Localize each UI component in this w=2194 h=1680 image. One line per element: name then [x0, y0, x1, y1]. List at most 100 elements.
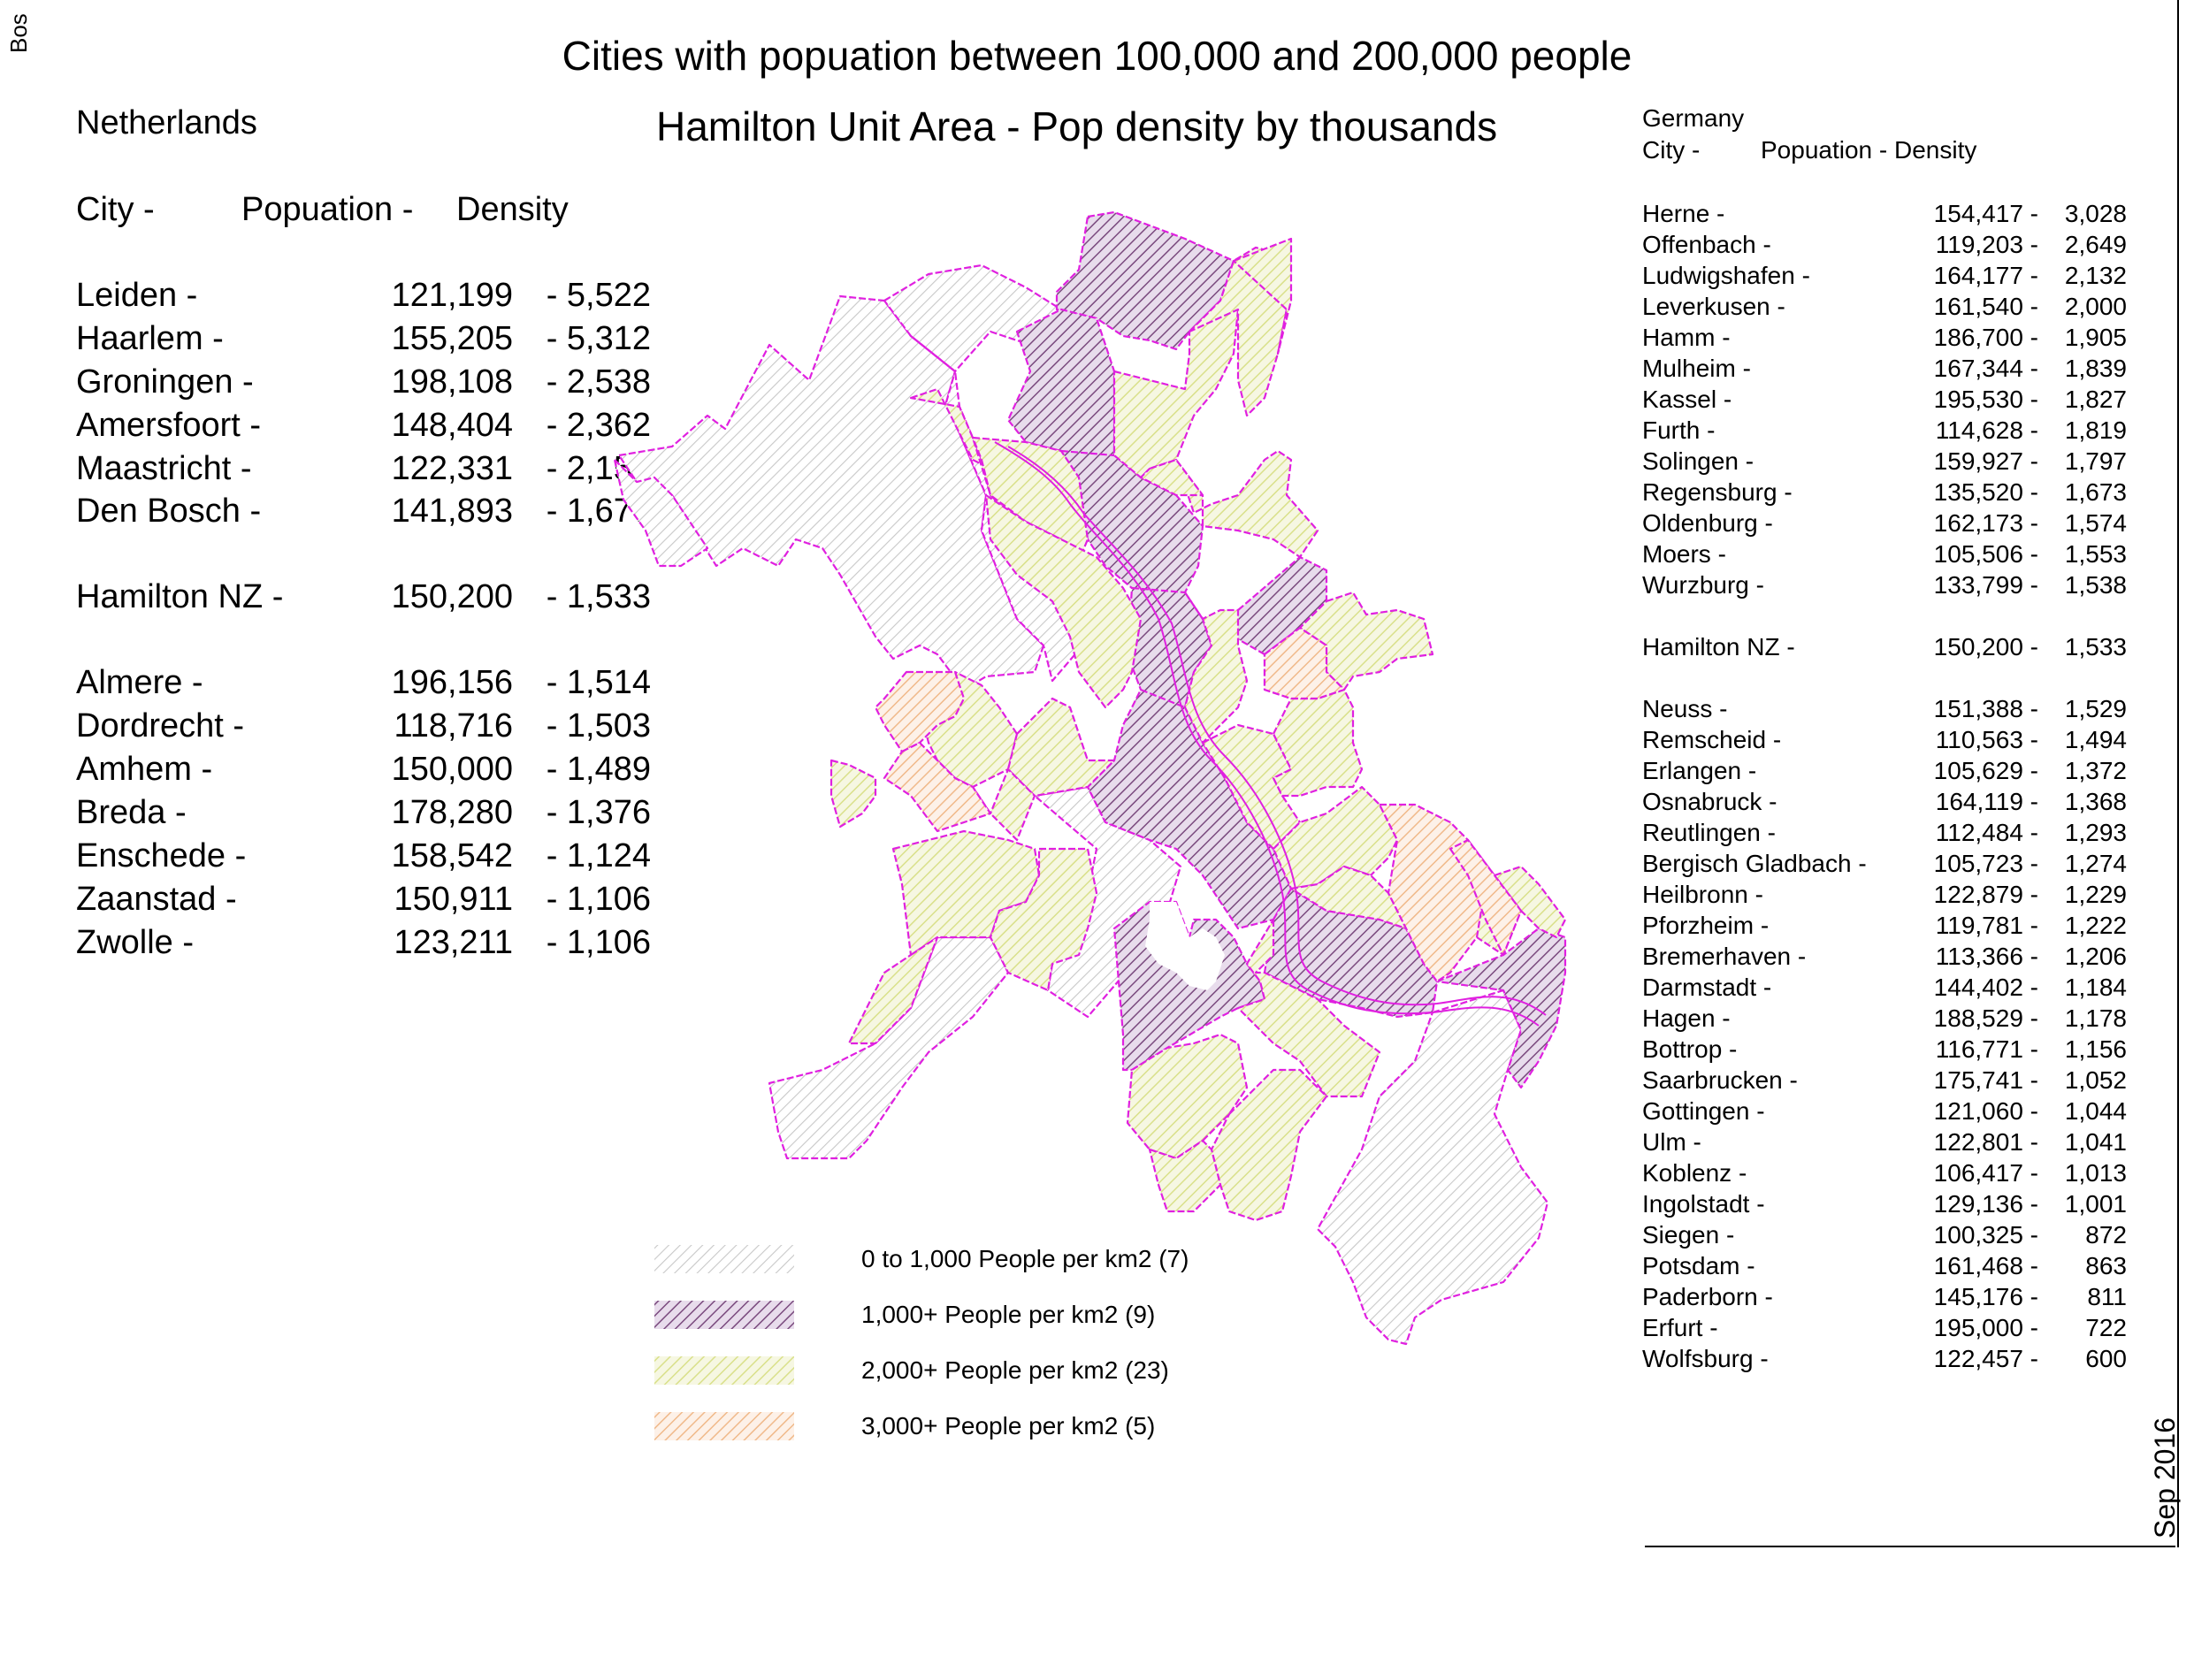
header-city: City - — [76, 191, 155, 228]
hamilton-unit-map — [613, 210, 1567, 1440]
netherlands-row: Amhem - 150,000 - 1,489 — [76, 751, 651, 791]
row-city: Ingolstadt - — [1642, 1190, 1765, 1218]
legend-swatch-very-high — [654, 1412, 794, 1440]
row-population: 122,331 — [391, 450, 513, 487]
row-density: 1,905 — [2064, 324, 2127, 351]
legend-swatch-high — [654, 1356, 794, 1385]
row-population: 141,893 — [391, 493, 513, 530]
row-density: - 1,503 — [546, 707, 651, 745]
row-city: Wurzburg - — [1642, 571, 1764, 599]
row-density: - 1,106 — [546, 881, 651, 918]
row-city: Maastricht - — [76, 450, 252, 487]
header-population-density: Popuation - Density — [1761, 136, 1977, 164]
row-density: - 1,514 — [546, 664, 651, 701]
row-density: 1,013 — [2064, 1159, 2127, 1187]
unit-area-high — [1139, 458, 1204, 497]
row-density: 1,819 — [2064, 416, 2127, 444]
row-population: 198,108 — [391, 363, 513, 401]
unit-area-high — [984, 493, 1143, 709]
row-population: 121,199 — [391, 277, 513, 314]
row-population: 110,563 - — [1935, 726, 2038, 753]
netherlands-row: Zaanstad - 150,911 - 1,106 — [76, 881, 651, 921]
river — [1007, 446, 1547, 1016]
row-city: Moers - — [1642, 540, 1726, 568]
germany-heading: Germany — [1642, 104, 1745, 132]
unit-area-high — [1289, 865, 1408, 930]
legend-label-low: 0 to 1,000 People per km2 (7) — [861, 1245, 1189, 1272]
row-density: 1,797 — [2064, 447, 2127, 475]
row-city: Enschede - — [76, 837, 247, 874]
row-city: Erlangen - — [1642, 757, 1757, 784]
row-density: 722 — [2085, 1314, 2127, 1341]
unit-area-high — [1232, 237, 1293, 355]
row-population: 164,119 - — [1935, 788, 2038, 815]
row-city: Wolfsburg - — [1642, 1345, 1769, 1372]
netherlands-row: Groningen - 198,108 - 2,538 — [76, 363, 651, 404]
row-density: 1,494 — [2064, 726, 2127, 753]
row-density: 3,028 — [2064, 200, 2127, 227]
row-density: 1,368 — [2064, 788, 2127, 815]
row-density: 1,206 — [2064, 943, 2127, 970]
unit-area-high — [989, 847, 1098, 992]
row-city: Zaanstad - — [76, 881, 237, 918]
row-city: Furth - — [1642, 416, 1716, 444]
row-density: 1,184 — [2064, 974, 2127, 1001]
netherlands-row: Dordrecht - 118,716 - 1,503 — [76, 707, 651, 748]
netherlands-row: Enschede - 158,542 - 1,124 — [76, 837, 651, 878]
row-population: 144,402 - — [1933, 974, 2038, 1001]
row-city: Leverkusen - — [1642, 293, 1785, 320]
row-population: 158,542 — [391, 837, 513, 874]
row-density: 1,529 — [2064, 695, 2127, 722]
row-city: Paderborn - — [1642, 1283, 1773, 1310]
row-population: 159,927 - — [1933, 447, 2038, 475]
row-population: 122,879 - — [1933, 881, 2038, 908]
row-population: 135,520 - — [1933, 478, 2038, 506]
row-density: 811 — [2087, 1283, 2127, 1310]
row-population: 122,801 - — [1933, 1128, 2038, 1156]
row-city: Kassel - — [1642, 386, 1732, 413]
row-population: 188,529 - — [1933, 1004, 2038, 1032]
header-density: Density — [456, 191, 569, 228]
row-city: Hamilton NZ - — [76, 578, 284, 615]
row-city: Breda - — [76, 794, 187, 831]
netherlands-row: Amersfoort - 148,404 - 2,362 — [76, 407, 651, 447]
row-population: 106,417 - — [1933, 1159, 2038, 1187]
row-population: 195,000 - — [1933, 1314, 2038, 1341]
row-density: 1,044 — [2064, 1097, 2127, 1125]
row-city: Dordrecht - — [76, 707, 245, 745]
row-population: 161,468 - — [1933, 1252, 2038, 1279]
row-city: Oldenburg - — [1642, 509, 1773, 537]
legend-label-high: 2,000+ People per km2 (23) — [861, 1356, 1169, 1384]
row-city: Remscheid - — [1642, 726, 1782, 753]
row-density: 1,372 — [2064, 757, 2127, 784]
row-population: 167,344 - — [1933, 355, 2038, 382]
unit-area-high — [847, 935, 939, 1045]
legend-swatch-low — [654, 1245, 794, 1273]
row-density: 1,222 — [2064, 912, 2127, 939]
unit-area-high — [1183, 591, 1249, 745]
row-city: Den Bosch - — [76, 493, 262, 530]
row-density: 1,574 — [2064, 509, 2127, 537]
row-density: - 1,533 — [546, 578, 651, 615]
row-population: 114,628 - — [1935, 416, 2038, 444]
unit-area-medium — [1055, 210, 1235, 351]
legend-label-medium: 1,000+ People per km2 (9) — [861, 1301, 1156, 1328]
row-density: - 1,376 — [546, 794, 651, 831]
date-stamp: Sep 2016 — [2149, 1417, 2181, 1539]
row-city: Neuss - — [1642, 695, 1728, 722]
row-density: 1,533 — [2064, 633, 2127, 661]
unit-area-high — [829, 759, 877, 829]
unit-area-very-high — [874, 670, 966, 753]
netherlands-row: Leiden - 121,199 - 5,522 — [76, 277, 651, 317]
row-city: Zwolle - — [76, 924, 195, 961]
germany-table-header: City - Popuation - Density — [1642, 136, 1976, 164]
row-density: 1,274 — [2064, 850, 2127, 877]
row-density: 1,538 — [2064, 571, 2127, 599]
netherlands-row: Almere - 196,156 - 1,514 — [76, 664, 651, 705]
row-city: Haarlem - — [76, 320, 224, 357]
row-city: Darmstadt - — [1642, 974, 1772, 1001]
row-population: 129,136 - — [1933, 1190, 2038, 1218]
row-density: - 5,312 — [546, 320, 651, 357]
row-population: 113,366 - — [1935, 943, 2038, 970]
legend-label-very-high: 3,000+ People per km2 (5) — [861, 1412, 1156, 1439]
